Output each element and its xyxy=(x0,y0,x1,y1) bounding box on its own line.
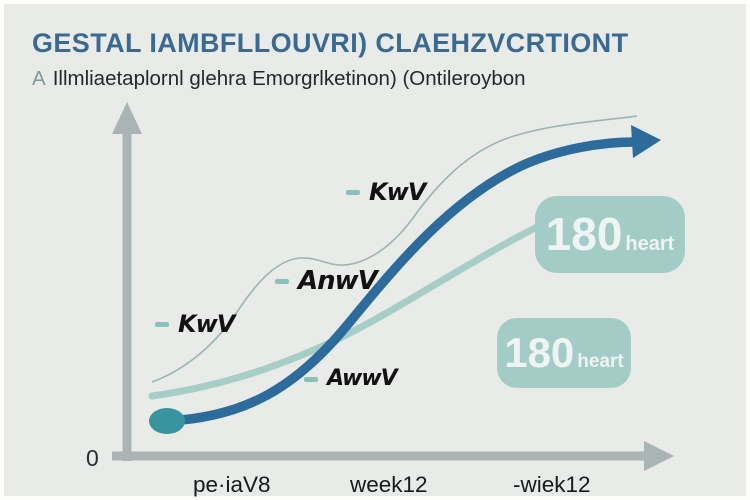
subtitle-prefix: A xyxy=(32,67,46,90)
annotation-label: AnwV xyxy=(298,266,378,296)
annotation-middle: AnwV xyxy=(275,266,378,296)
page-subtitle: A Illmliaetaplornl glehra Emorgrlketinon)… xyxy=(32,67,526,91)
annotation-dash-icon xyxy=(155,321,169,327)
annotation-label: KwV xyxy=(369,178,426,206)
heart-rate-badge-upper: 180 heart xyxy=(535,196,685,273)
page-title: GESTAL IAMBFLLOUVRI) CLAEHZVCRTIONT xyxy=(32,28,629,58)
badge-value: 180 xyxy=(504,329,575,376)
y-axis-arrow-icon xyxy=(112,102,142,134)
annotation-label: KwV xyxy=(178,310,235,338)
badge-unit: heart xyxy=(577,351,624,372)
secondary-growth-curve xyxy=(148,223,541,400)
annotation-left: KwV xyxy=(155,310,235,338)
start-point-dot xyxy=(149,408,185,434)
annotation-dash-icon xyxy=(346,189,360,195)
y-origin-label: 0 xyxy=(86,445,99,471)
primary-curve-arrowhead-icon xyxy=(631,125,661,158)
annotation-dash-icon xyxy=(304,376,318,382)
x-tick-label-1: pe·iaV8 xyxy=(193,472,271,497)
annotation-lower: AwwV xyxy=(304,366,398,391)
x-tick-label-2: week12 xyxy=(350,472,428,497)
annotation-dash-icon xyxy=(275,278,289,284)
subtitle-text: Illmliaetaplornl glehra Emorgrlketinon) … xyxy=(52,67,526,90)
primary-growth-curve xyxy=(163,137,639,426)
badge-unit: heart xyxy=(625,233,675,255)
annotation-label: AwwV xyxy=(327,366,398,391)
reference-wavy-line xyxy=(151,115,638,383)
heart-rate-badge-lower: 180 heart xyxy=(497,318,631,388)
badge-value: 180 xyxy=(545,208,623,260)
x-tick-label-3: -wiek12 xyxy=(513,472,591,497)
x-axis-arrow-icon xyxy=(644,441,674,471)
annotation-upper: KwV xyxy=(346,178,426,206)
